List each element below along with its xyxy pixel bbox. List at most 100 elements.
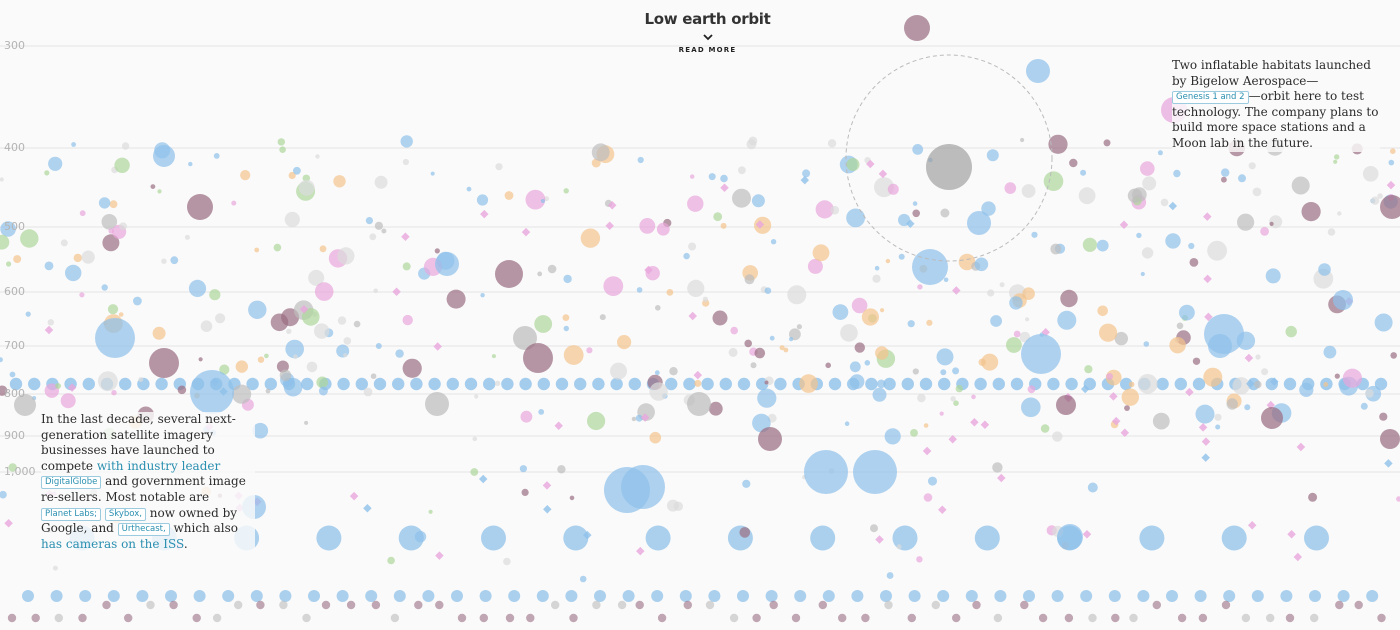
satellite-dot bbox=[1177, 613, 1187, 623]
satellite-dot bbox=[875, 346, 889, 360]
satellite-dot bbox=[936, 348, 954, 366]
satellite-dot bbox=[727, 525, 753, 551]
bigelow-text-2: —orbit here to test technology. The comp… bbox=[1172, 89, 1379, 150]
satellite-marker bbox=[948, 434, 957, 444]
satellite-dot bbox=[1192, 377, 1206, 391]
satellite-dot bbox=[758, 427, 782, 451]
satellite-dot bbox=[1360, 402, 1368, 410]
satellite-dot bbox=[1179, 304, 1195, 321]
satellite-dot bbox=[687, 392, 711, 416]
satellite-dot bbox=[563, 345, 584, 365]
satellite-dot bbox=[1337, 211, 1342, 216]
satellite-dot bbox=[184, 234, 190, 240]
satellite-dot bbox=[649, 431, 662, 444]
satellite-dot bbox=[252, 422, 269, 439]
iss-cameras-link[interactable]: has cameras on the ISS bbox=[41, 536, 184, 551]
satellite-dot bbox=[732, 188, 751, 208]
satellite-marker bbox=[1287, 530, 1296, 539]
satellite-dot bbox=[1221, 168, 1230, 177]
satellite-dot bbox=[1052, 431, 1063, 442]
satellite-marker bbox=[392, 287, 401, 296]
urthecast-tag[interactable]: Urthecast, bbox=[117, 523, 170, 537]
satellite-dot bbox=[1157, 150, 1163, 156]
satellite-dot bbox=[333, 175, 346, 188]
satellite-dot bbox=[912, 144, 924, 155]
satellite-dot bbox=[71, 142, 76, 147]
satellite-dot bbox=[912, 368, 919, 375]
satellite-dot bbox=[353, 320, 361, 328]
satellite-dot bbox=[827, 139, 837, 148]
satellite-dot bbox=[102, 600, 111, 610]
satellite-dot bbox=[136, 590, 149, 602]
satellite-dot bbox=[892, 525, 918, 551]
satellite-marker bbox=[543, 505, 552, 514]
satellite-dot bbox=[44, 261, 54, 271]
satellite-dot bbox=[746, 139, 757, 150]
satellite-dot bbox=[849, 374, 865, 389]
satellite-dot bbox=[398, 525, 424, 551]
satellite-dot bbox=[108, 228, 114, 234]
satellite-dot bbox=[188, 279, 207, 297]
satellite-dot bbox=[1140, 271, 1145, 277]
satellite-dot bbox=[579, 575, 587, 583]
satellite-dot bbox=[907, 320, 915, 328]
satellite-dot bbox=[343, 353, 348, 358]
satellite-dot bbox=[912, 249, 948, 285]
satellite-dot bbox=[635, 414, 643, 422]
satellite-dot bbox=[720, 222, 727, 229]
satellite-dot bbox=[563, 188, 569, 194]
satellite-dot bbox=[343, 337, 352, 345]
satellite-dot bbox=[1080, 169, 1087, 176]
satellite-dot bbox=[694, 379, 702, 387]
satellite-dot bbox=[972, 600, 981, 610]
satellite-dot bbox=[480, 293, 485, 298]
satellite-dot bbox=[1013, 330, 1021, 338]
satellite-dot bbox=[940, 208, 950, 218]
satellite-dot bbox=[1010, 377, 1024, 391]
satellite-dot bbox=[599, 314, 606, 321]
satellite-dot bbox=[729, 613, 739, 623]
satellite-dot bbox=[1141, 247, 1154, 259]
satellite-dot bbox=[98, 197, 111, 209]
satellite-dot bbox=[234, 600, 243, 610]
satellite-dot bbox=[937, 590, 950, 602]
satellite-dot bbox=[666, 289, 674, 296]
planet-labs-tag[interactable]: Planet Labs; bbox=[41, 507, 101, 521]
satellite-dot bbox=[1261, 407, 1283, 429]
satellite-dot bbox=[669, 367, 678, 376]
satellite-dot bbox=[861, 613, 870, 623]
satellite-dot bbox=[1207, 240, 1227, 261]
read-more-button[interactable]: READ MORE bbox=[0, 27, 1400, 56]
satellite-dot bbox=[319, 245, 327, 253]
genesis-tag[interactable]: Genesis 1 and 2 bbox=[1172, 91, 1249, 105]
digitalglobe-tag[interactable]: DigitalGlobe bbox=[41, 476, 102, 490]
satellite-dot bbox=[1103, 139, 1111, 147]
satellite-dot bbox=[400, 135, 413, 148]
satellite-dot bbox=[402, 314, 413, 326]
satellite-dot bbox=[1040, 424, 1050, 433]
satellite-dot bbox=[712, 310, 728, 326]
industry-leader-link[interactable]: with industry leader bbox=[96, 458, 221, 473]
satellite-dot bbox=[374, 221, 383, 230]
satellite-dot bbox=[1390, 352, 1397, 359]
satellite-dot bbox=[1069, 158, 1078, 168]
satellite-dot bbox=[832, 304, 849, 320]
satellite-dot bbox=[1323, 382, 1329, 387]
satellite-dot bbox=[990, 315, 1002, 327]
satellite-dot bbox=[828, 377, 842, 391]
satellite-dot bbox=[926, 319, 933, 326]
satellite-marker bbox=[480, 209, 489, 219]
satellite-marker bbox=[644, 265, 653, 275]
satellite-dot bbox=[52, 565, 58, 571]
satellite-dot bbox=[617, 335, 632, 350]
satellite-dot bbox=[849, 361, 861, 373]
satellite-dot bbox=[1056, 395, 1076, 415]
satellite-dot bbox=[1374, 313, 1393, 332]
satellite-dot bbox=[109, 200, 118, 209]
satellite-dot bbox=[25, 311, 31, 317]
skybox-tag[interactable]: Skybox, bbox=[104, 507, 146, 521]
satellite-dot bbox=[971, 394, 976, 400]
satellite-dot bbox=[381, 228, 387, 234]
satellite-dot bbox=[1377, 193, 1383, 199]
satellite-dot bbox=[1006, 337, 1022, 353]
